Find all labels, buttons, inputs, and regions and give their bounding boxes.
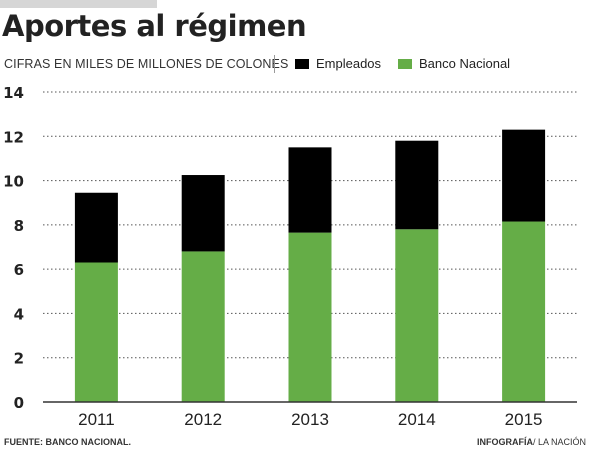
bar-banco-nacional-2012 <box>181 251 225 402</box>
y-tick-label-2: 2 <box>14 350 24 368</box>
legend-swatch-empleados <box>295 58 309 69</box>
chart-title: Aportes al régimen <box>2 9 307 43</box>
bar-banco-nacional-2013 <box>288 232 332 402</box>
y-tick-label-10: 10 <box>3 173 24 191</box>
bar-empleados-2012 <box>181 175 225 252</box>
credit-rest: / LA NACIÓN <box>532 437 586 447</box>
x-tick-label-2011: 2011 <box>78 410 115 429</box>
y-tick-label-4: 4 <box>14 305 24 323</box>
legend-item-empleados: Empleados <box>295 56 381 71</box>
legend-swatch-banco-nacional <box>398 58 412 69</box>
credit-bold: INFOGRAFÍA <box>476 437 533 447</box>
bar-banco-nacional-2014 <box>395 229 439 402</box>
y-tick-label-8: 8 <box>14 217 24 235</box>
chart-subtitle: CIFRAS EN MILES DE MILLONES DE COLONES <box>4 57 289 71</box>
bar-empleados-2014 <box>395 140 439 230</box>
legend-label-banco-nacional: Banco Nacional <box>419 56 511 71</box>
credit-note: INFOGRAFÍA/ LA NACIÓN <box>477 437 586 447</box>
bar-empleados-2013 <box>288 147 332 233</box>
bar-banco-nacional-2011 <box>74 262 118 402</box>
source-note: FUENTE: BANCO NACIONAL. <box>4 437 131 447</box>
bar-banco-nacional-2015 <box>502 221 546 402</box>
y-tick-label-0: 0 <box>14 394 24 412</box>
x-tick-label-2013: 2013 <box>291 410 329 429</box>
bar-empleados-2015 <box>502 129 546 222</box>
legend-label-empleados: Empleados <box>316 56 382 71</box>
header-separator <box>274 55 275 73</box>
x-tick-label-2012: 2012 <box>184 410 222 429</box>
y-tick-label-6: 6 <box>14 261 24 279</box>
x-tick-label-2014: 2014 <box>398 410 436 429</box>
y-tick-label-14: 14 <box>3 84 24 102</box>
x-tick-label-2015: 2015 <box>505 410 543 429</box>
legend-item-banco-nacional: Banco Nacional <box>398 56 510 71</box>
bar-empleados-2011 <box>74 192 118 263</box>
top-accent-bar <box>0 0 157 8</box>
y-tick-label-12: 12 <box>3 128 24 146</box>
